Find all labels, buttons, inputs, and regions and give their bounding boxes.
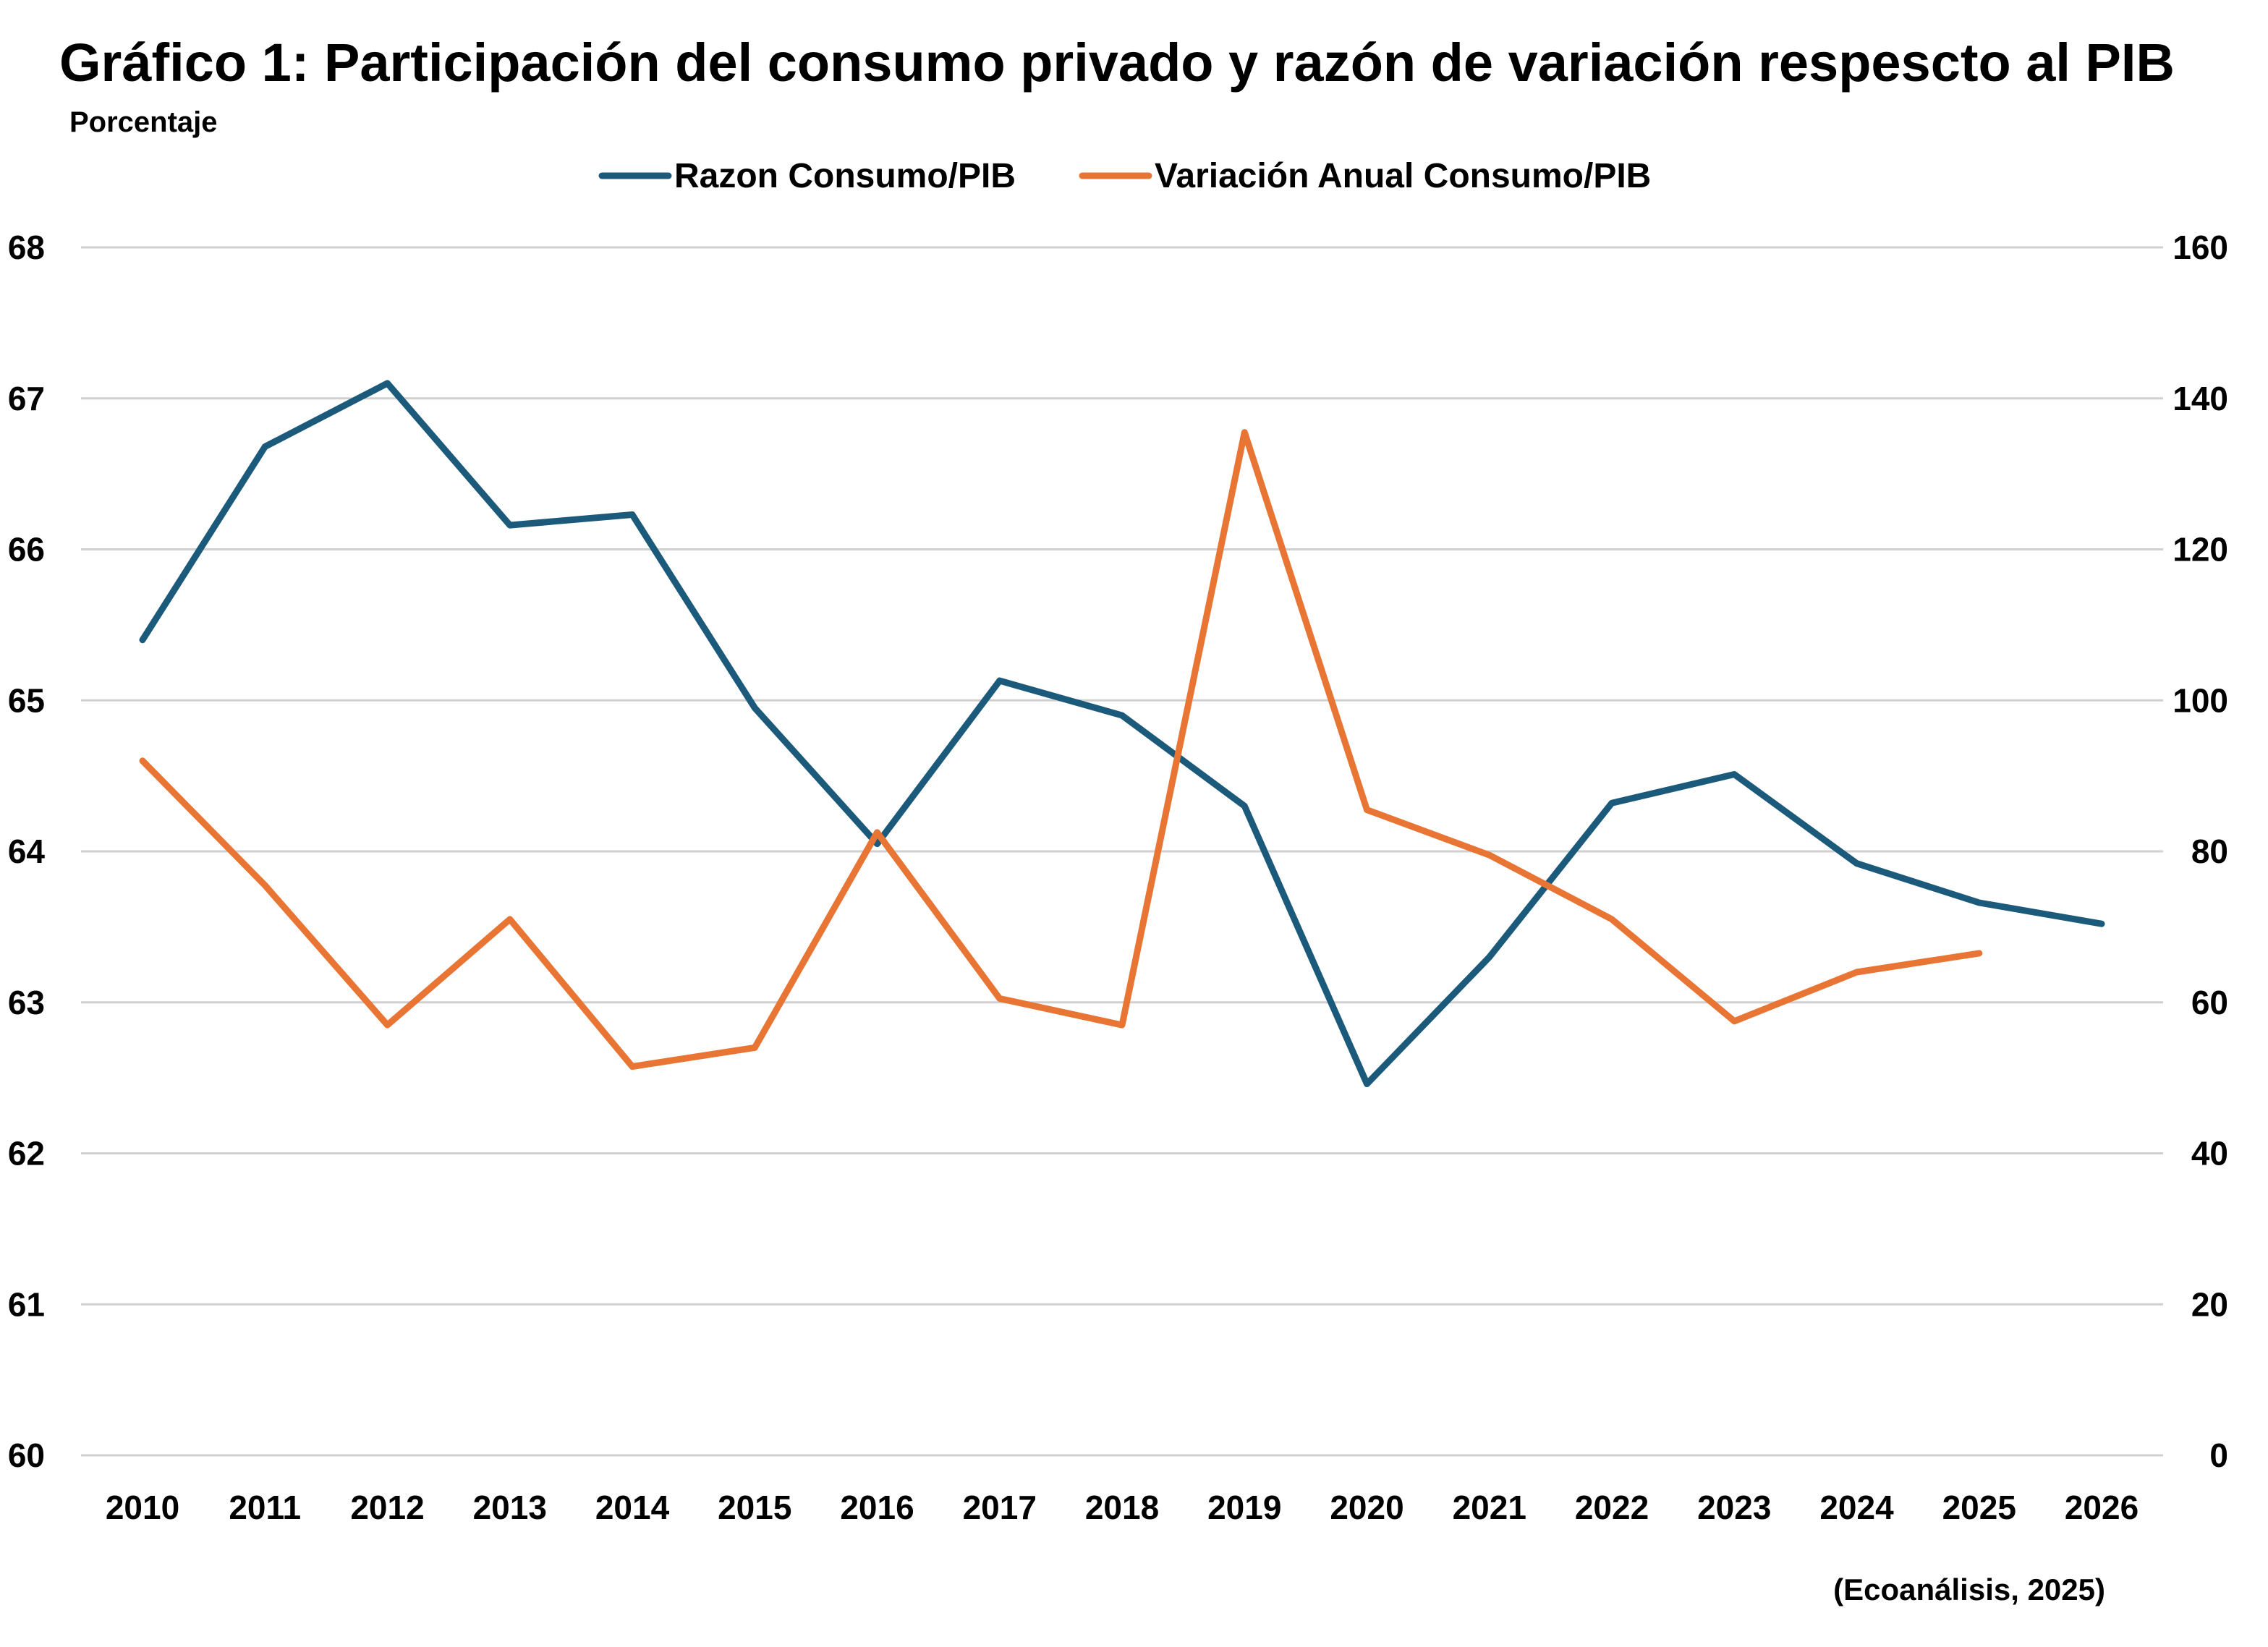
x-axis: 2010 2011 2012 2013 2014 2015 2016 2017 2018 2019… xyxy=(106,1489,2139,1526)
legend-label: Variación Anual Consumo/PIB xyxy=(1155,157,1651,195)
x-tick-label: 2023 xyxy=(1697,1489,1771,1526)
x-tick-label: 2015 xyxy=(718,1489,791,1526)
x-tick-label: 2017 xyxy=(963,1489,1037,1526)
source-note: (Ecoanálisis, 2025) xyxy=(1833,1572,2105,1606)
x-tick-label: 2014 xyxy=(595,1489,670,1526)
right-tick-label: 60 xyxy=(2191,984,2228,1021)
gridlines xyxy=(81,246,2163,1457)
x-tick-label: 2024 xyxy=(1819,1489,1894,1526)
right-tick-label: 0 xyxy=(2209,1437,2228,1474)
x-tick-label: 2019 xyxy=(1207,1489,1281,1526)
y-axis-label: Porcentaje xyxy=(69,106,218,138)
series-line-1 xyxy=(139,380,2105,1087)
left-tick-label: 62 xyxy=(8,1135,45,1173)
legend-label: Razon Consumo/PIB xyxy=(674,157,1016,195)
left-tick-label: 68 xyxy=(8,229,45,266)
series-line-2 xyxy=(139,429,1983,1070)
x-tick-label: 2011 xyxy=(229,1489,301,1526)
x-tick-label: 2025 xyxy=(1942,1489,2016,1526)
left-tick-label: 63 xyxy=(8,984,45,1021)
x-tick-label: 2013 xyxy=(473,1489,547,1526)
chart-title: Gráfico 1: Participación del consumo pri… xyxy=(59,33,2175,93)
right-tick-label: 20 xyxy=(2191,1285,2228,1323)
left-tick-label: 66 xyxy=(8,531,45,569)
x-tick-label: 2022 xyxy=(1575,1489,1649,1526)
x-tick-label: 2010 xyxy=(106,1489,179,1526)
right-y-axis: 0 20 40 60 80 100 120 140 160 xyxy=(2173,229,2228,1474)
x-tick-label: 2012 xyxy=(350,1489,424,1526)
left-tick-label: 64 xyxy=(8,833,46,870)
legend: Razon Consumo/PIB Variación Anual Consumo… xyxy=(598,157,1651,195)
right-tick-label: 160 xyxy=(2173,229,2228,266)
left-tick-label: 61 xyxy=(8,1285,45,1323)
right-tick-label: 40 xyxy=(2191,1135,2228,1173)
x-tick-label: 2016 xyxy=(840,1489,914,1526)
right-tick-label: 120 xyxy=(2173,531,2228,569)
x-tick-label: 2021 xyxy=(1453,1489,1526,1526)
x-tick-label: 2018 xyxy=(1085,1489,1159,1526)
right-tick-label: 140 xyxy=(2173,380,2228,417)
left-tick-label: 67 xyxy=(8,380,45,417)
series-layer xyxy=(139,380,2105,1087)
right-tick-label: 100 xyxy=(2173,681,2228,719)
x-tick-label: 2020 xyxy=(1330,1489,1403,1526)
left-tick-label: 60 xyxy=(8,1437,45,1474)
left-tick-label: 65 xyxy=(8,681,45,719)
right-tick-label: 80 xyxy=(2191,833,2228,870)
x-tick-label: 2026 xyxy=(2065,1489,2139,1526)
left-y-axis: 60 61 62 63 64 65 66 67 68 xyxy=(8,229,46,1474)
